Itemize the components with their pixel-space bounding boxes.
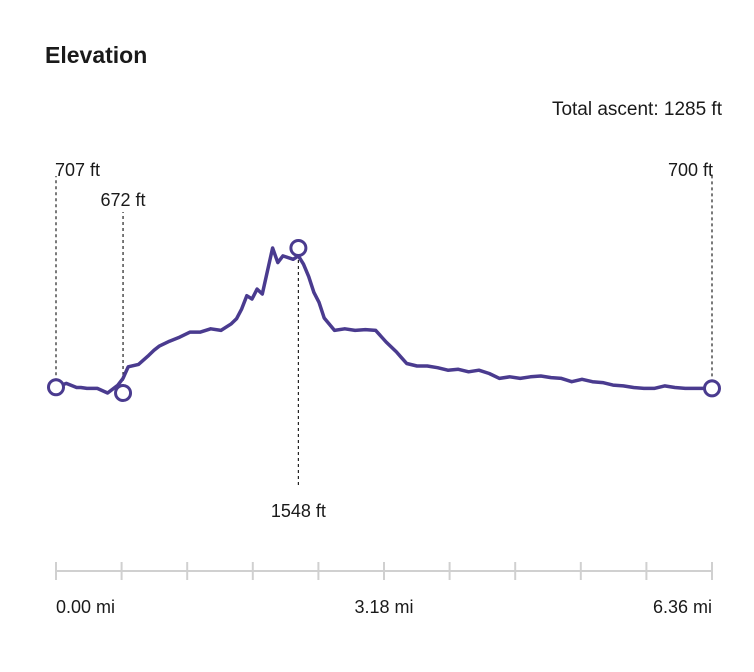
x-tick-label: 0.00 mi: [56, 597, 115, 617]
marker-label: 700 ft: [668, 160, 713, 180]
elevation-marker[interactable]: [47, 378, 65, 397]
elevation-marker[interactable]: [289, 239, 308, 257]
elevation-markers: [47, 239, 721, 402]
elevation-marker[interactable]: [703, 379, 721, 398]
marker-label: 1548 ft: [271, 501, 326, 521]
x-tick-label: 6.36 mi: [653, 597, 712, 617]
elevation-marker[interactable]: [114, 384, 133, 402]
marker-guides: [55, 176, 713, 485]
chart-title: Elevation: [45, 42, 148, 68]
total-ascent-label: Total ascent: 1285 ft: [551, 99, 722, 120]
marker-label: 707 ft: [55, 160, 100, 180]
x-tick-label: 3.18 mi: [354, 597, 413, 617]
marker-label: 672 ft: [101, 190, 146, 210]
x-tick-labels: 0.00 mi 3.18 mi 6.36 mi: [56, 597, 712, 617]
elevation-series-line: [54, 246, 714, 395]
x-axis: [55, 562, 713, 580]
